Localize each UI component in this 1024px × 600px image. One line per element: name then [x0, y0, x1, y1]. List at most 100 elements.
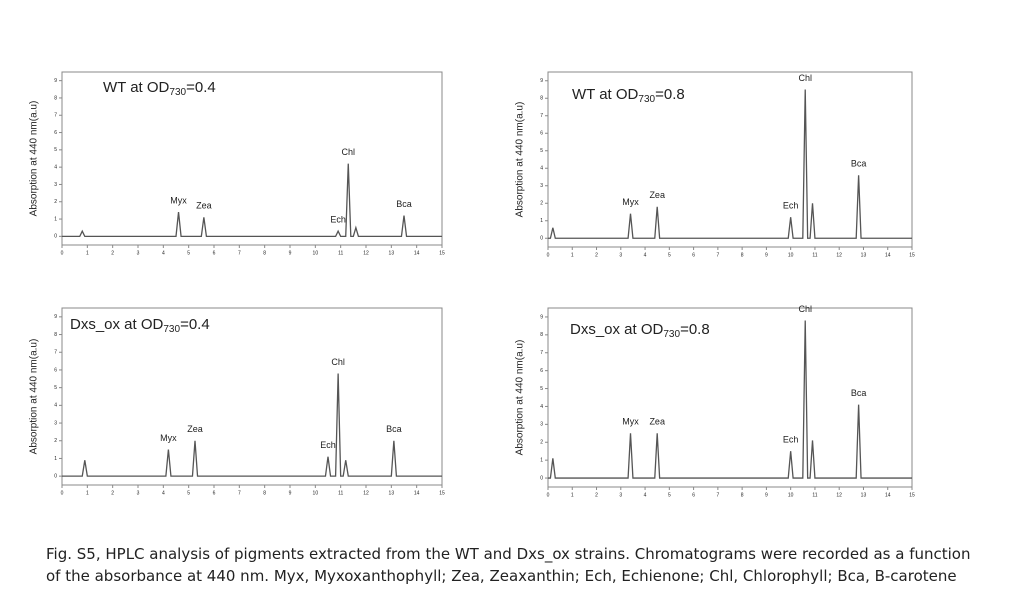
y-tick-label: 1 [540, 457, 543, 463]
peak-label: Bca [386, 424, 402, 434]
x-tick-label: 1 [86, 490, 89, 496]
x-tick-label: 5 [187, 490, 190, 496]
x-tick-label: 13 [389, 490, 395, 496]
y-axis-label: Absorption at 440 nm(a.u) [515, 102, 526, 218]
peak-label: Ech [783, 435, 799, 445]
x-tick-label: 12 [363, 490, 369, 496]
y-tick-label: 1 [54, 456, 57, 462]
y-tick-label: 4 [54, 164, 57, 170]
y-tick-label: 2 [540, 201, 543, 207]
x-tick-label: 4 [644, 252, 647, 258]
peak-label: Zea [649, 190, 665, 200]
y-tick-label: 3 [54, 182, 57, 188]
peak-label: Zea [649, 417, 665, 427]
y-tick-label: 4 [540, 166, 543, 172]
x-tick-label: 14 [414, 490, 420, 496]
y-tick-label: 5 [54, 147, 57, 153]
peak-label: Myx [170, 196, 187, 206]
x-tick-label: 10 [313, 490, 319, 496]
x-tick-label: 9 [765, 252, 768, 258]
x-tick-label: 8 [263, 490, 266, 496]
peak-label: Ech [783, 201, 799, 211]
x-tick-label: 13 [861, 492, 867, 498]
peak-label: Bca [851, 159, 867, 169]
y-axis-label: Absorption at 440 nm(a.u) [29, 339, 40, 455]
x-tick-label: 15 [439, 490, 445, 496]
title-subscript: 730 [169, 87, 186, 98]
peak-label: Zea [196, 201, 212, 211]
y-tick-label: 9 [540, 78, 543, 84]
x-tick-label: 1 [571, 252, 574, 258]
title-text: WT at OD [103, 79, 170, 96]
y-tick-label: 3 [54, 420, 57, 426]
chromatogram-line [62, 163, 442, 237]
peak-label: Chl [331, 357, 345, 367]
y-tick-label: 7 [540, 113, 543, 119]
y-tick-label: 8 [54, 332, 57, 338]
x-tick-label: 14 [414, 250, 420, 256]
chromatogram-line [548, 89, 912, 239]
x-tick-label: 15 [439, 250, 445, 256]
x-tick-label: 0 [61, 250, 64, 256]
x-tick-label: 0 [547, 492, 550, 498]
peak-label: Ech [320, 440, 336, 450]
chromatogram-line [62, 373, 442, 477]
peak-label: Myx [160, 433, 177, 443]
y-tick-label: 8 [540, 96, 543, 102]
y-tick-label: 8 [54, 95, 57, 101]
y-tick-label: 9 [540, 314, 543, 320]
y-tick-label: 7 [540, 350, 543, 356]
y-tick-label: 2 [540, 440, 543, 446]
title-subscript: 730 [663, 329, 680, 340]
chart-title: Dxs_ox at OD730=0.4 [70, 316, 210, 335]
x-tick-label: 3 [619, 492, 622, 498]
y-axis-label: Absorption at 440 nm(a.u) [29, 101, 40, 217]
x-tick-label: 3 [619, 252, 622, 258]
y-tick-label: 2 [54, 438, 57, 444]
x-tick-label: 1 [571, 492, 574, 498]
chromatogram-line [548, 320, 912, 479]
y-tick-label: 1 [540, 218, 543, 224]
peak-label: Bca [396, 199, 412, 209]
x-tick-label: 0 [547, 252, 550, 258]
x-tick-label: 2 [595, 492, 598, 498]
peak-label: Chl [798, 304, 812, 314]
y-tick-label: 6 [54, 130, 57, 136]
peak-label: Bca [851, 388, 867, 398]
y-tick-label: 3 [540, 183, 543, 189]
y-tick-label: 9 [54, 78, 57, 84]
x-tick-label: 9 [289, 250, 292, 256]
chart-title: Dxs_ox at OD730=0.8 [570, 321, 710, 340]
peak-label: Chl [342, 147, 356, 157]
x-tick-label: 3 [137, 490, 140, 496]
x-tick-label: 3 [137, 250, 140, 256]
y-tick-label: 0 [540, 475, 543, 481]
y-tick-label: 5 [540, 148, 543, 154]
x-tick-label: 8 [263, 250, 266, 256]
x-tick-label: 10 [788, 492, 794, 498]
title-text: Dxs_ox at OD [570, 321, 664, 338]
y-tick-label: 0 [54, 234, 57, 240]
x-tick-label: 7 [716, 492, 719, 498]
x-tick-label: 9 [289, 490, 292, 496]
y-tick-label: 5 [540, 386, 543, 392]
y-tick-label: 6 [540, 131, 543, 137]
x-tick-label: 8 [741, 252, 744, 258]
x-tick-label: 8 [741, 492, 744, 498]
x-tick-label: 6 [213, 250, 216, 256]
x-tick-label: 4 [162, 490, 165, 496]
title-subscript: 730 [638, 94, 655, 105]
x-tick-label: 12 [836, 492, 842, 498]
peak-label: Zea [187, 424, 203, 434]
x-tick-label: 11 [812, 252, 817, 258]
plot-frame [61, 71, 443, 246]
x-tick-label: 7 [238, 490, 241, 496]
x-tick-label: 14 [885, 252, 891, 258]
plot-frame [61, 307, 443, 486]
caption: Fig. S5, HPLC analysis of pigments extra… [46, 545, 971, 585]
y-tick-label: 4 [54, 403, 57, 409]
x-tick-label: 5 [187, 250, 190, 256]
chart-title: WT at OD730=0.8 [572, 86, 685, 105]
x-tick-label: 6 [213, 490, 216, 496]
